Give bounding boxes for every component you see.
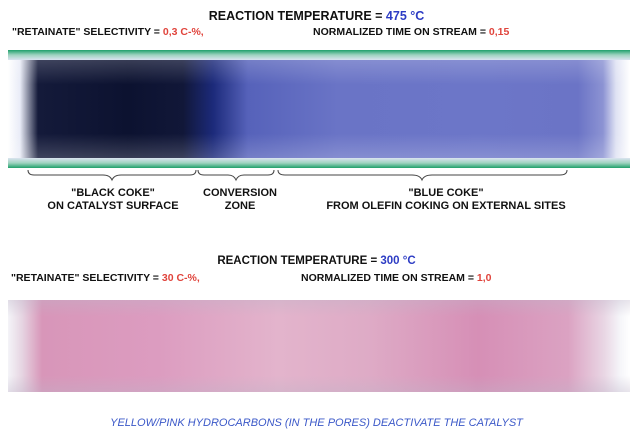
top-time-value: 0,15 [488, 26, 510, 38]
bottom-title-label: REACTION TEMPERATURE = [217, 255, 381, 267]
catalyst-tube-475c [8, 50, 630, 168]
zone-braces [27, 169, 568, 182]
bottom-time-value: 1,0 [476, 272, 492, 284]
black-coke-brace [27, 169, 197, 182]
blue-coke-brace [277, 169, 568, 182]
top-time-on-stream: NORMALIZED TIME ON STREAM = 0,15 [313, 26, 509, 38]
top-time-label: NORMALIZED TIME ON STREAM = [313, 26, 489, 38]
blue-coke-label-line2: FROM OLEFIN COKING ON EXTERNAL SITES [326, 200, 566, 212]
bottom-reaction-temperature-title: REACTION TEMPERATURE = 300 °C [0, 255, 633, 267]
figure-caption: YELLOW/PINK HYDROCARBONS (IN THE PORES) … [110, 417, 523, 429]
top-reaction-temperature-title: REACTION TEMPERATURE = 475 °C [0, 9, 633, 23]
top-title-label: REACTION TEMPERATURE = [208, 9, 386, 23]
blue-coke-label: "BLUE COKE" FROM OLEFIN COKING ON EXTERN… [296, 187, 596, 213]
catalyst-tube-300c [8, 300, 630, 392]
bottom-title-value: 300 °C [380, 255, 416, 267]
top-selectivity-label: "RETAINATE" SELECTIVITY = [12, 26, 163, 38]
conversion-zone-brace [197, 169, 275, 182]
bottom-selectivity: "RETAINATE" SELECTIVITY = 30 C-%, [11, 272, 200, 284]
conversion-zone-label-line2: ZONE [224, 200, 256, 212]
coked-catalyst-bed [8, 60, 630, 158]
top-title-value: 475 °C [385, 9, 425, 23]
bottom-selectivity-value: 30 C-%, [161, 272, 200, 284]
bottom-time-on-stream: NORMALIZED TIME ON STREAM = 1,0 [301, 272, 491, 284]
black-coke-label-line2: ON CATALYST SURFACE [47, 200, 179, 212]
black-coke-label-line1: "BLACK COKE" [71, 187, 155, 199]
blue-coke-label-line1: "BLUE COKE" [408, 187, 484, 199]
bottom-selectivity-label: "RETAINATE" SELECTIVITY = [11, 272, 162, 284]
top-selectivity: "RETAINATE" SELECTIVITY = 0,3 C-%, [12, 26, 204, 38]
top-selectivity-value: 0,3 C-%, [162, 26, 204, 38]
conversion-zone-label: CONVERSION ZONE [194, 187, 286, 213]
bottom-time-label: NORMALIZED TIME ON STREAM = [301, 272, 477, 284]
conversion-zone-label-line1: CONVERSION [203, 187, 277, 199]
black-coke-label: "BLACK COKE" ON CATALYST SURFACE [18, 187, 208, 213]
